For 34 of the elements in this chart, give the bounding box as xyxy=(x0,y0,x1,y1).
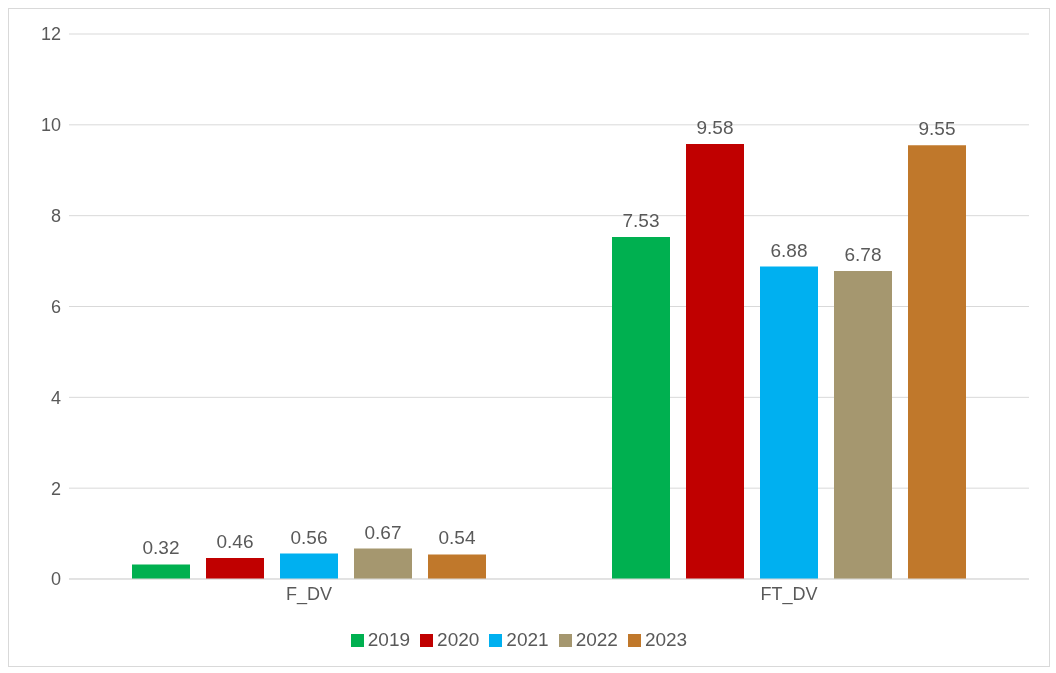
x-tick-label: FT_DV xyxy=(760,583,818,605)
y-tick-label: 12 xyxy=(40,24,61,45)
x-tick-label: F_DV xyxy=(285,583,333,605)
legend-label: 2021 xyxy=(506,629,549,650)
bar xyxy=(354,548,412,579)
y-tick-label: 8 xyxy=(50,206,61,227)
data-label: 0.54 xyxy=(438,527,476,549)
data-label: 6.78 xyxy=(844,244,882,266)
legend-label: 2023 xyxy=(644,629,688,650)
data-label: 6.88 xyxy=(770,239,808,261)
legend-label: 2022 xyxy=(575,629,618,650)
data-label: 9.55 xyxy=(918,118,956,140)
y-tick-label: 4 xyxy=(50,387,61,408)
legend-label: 2019 xyxy=(367,629,411,650)
y-tick-label: 6 xyxy=(50,296,61,317)
y-tick-label: 10 xyxy=(40,115,61,136)
bar xyxy=(280,553,338,579)
bar xyxy=(428,554,486,579)
bar xyxy=(760,266,818,579)
bar xyxy=(612,237,670,579)
bar xyxy=(834,271,892,579)
data-label: 0.46 xyxy=(216,531,254,553)
data-label: 0.67 xyxy=(364,521,402,543)
y-tick-label: 0 xyxy=(50,569,61,590)
bar xyxy=(908,145,966,579)
bar xyxy=(132,564,190,579)
data-label: 0.56 xyxy=(290,526,328,548)
data-label: 9.58 xyxy=(696,116,734,138)
bar xyxy=(686,143,744,579)
data-label: 7.53 xyxy=(622,210,660,232)
y-tick-label: 2 xyxy=(50,478,61,499)
bar xyxy=(206,558,264,579)
legend-label: 2020 xyxy=(437,629,480,650)
data-label: 0.32 xyxy=(142,537,180,559)
